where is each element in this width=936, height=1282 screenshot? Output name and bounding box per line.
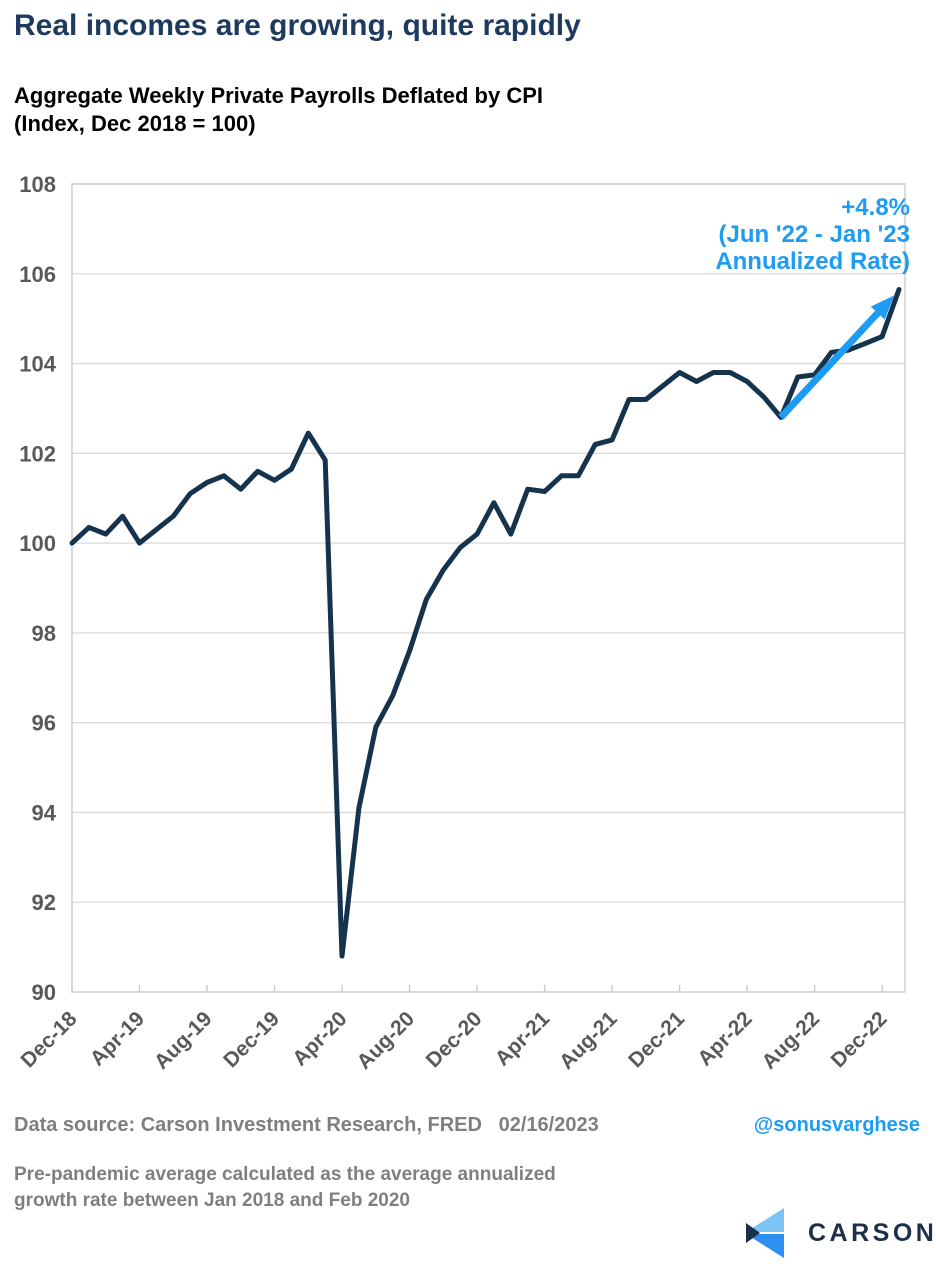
methodology-note-line1: Pre-pandemic average calculated as the a… <box>14 1164 556 1185</box>
svg-text:Aug-22: Aug-22 <box>758 1007 825 1074</box>
y-axis-labels: 90 92 94 96 98 100 102 104 106 108 <box>19 172 56 1005</box>
svg-text:Dec-19: Dec-19 <box>219 1007 284 1072</box>
svg-text:Apr-19: Apr-19 <box>86 1007 149 1070</box>
x-tick-marks <box>71 985 883 992</box>
payrolls-line-series <box>69 287 902 959</box>
svg-text:108: 108 <box>19 172 56 197</box>
growth-annotation-period: (Jun '22 - Jan '23 <box>718 221 910 248</box>
svg-text:Dec-20: Dec-20 <box>422 1007 487 1072</box>
svg-text:Dec-21: Dec-21 <box>624 1007 689 1072</box>
logo-triangle-navy <box>746 1223 760 1243</box>
svg-text:94: 94 <box>32 800 57 825</box>
chart-subtitle-line1: Aggregate Weekly Private Payrolls Deflat… <box>14 83 544 108</box>
logo-triangle-top <box>746 1208 784 1232</box>
svg-text:92: 92 <box>32 890 56 915</box>
svg-text:Dec-18: Dec-18 <box>17 1007 82 1072</box>
svg-text:Apr-22: Apr-22 <box>693 1007 756 1070</box>
page-title: Real incomes are growing, quite rapidly <box>14 9 581 42</box>
svg-text:102: 102 <box>19 441 56 466</box>
svg-text:96: 96 <box>32 711 56 736</box>
svg-text:98: 98 <box>32 621 56 646</box>
svg-text:Aug-20: Aug-20 <box>352 1007 419 1074</box>
methodology-note-line2: growth rate between Jan 2018 and Feb 202… <box>14 1190 410 1211</box>
growth-arrow-shaft <box>778 307 883 420</box>
growth-annotation-rate: +4.8% <box>841 194 910 221</box>
svg-text:Aug-21: Aug-21 <box>555 1007 622 1074</box>
chart-subtitle-line2: (Index, Dec 2018 = 100) <box>14 111 256 136</box>
growth-annotation-period2: Annualized Rate) <box>715 248 910 275</box>
twitter-handle: @sonusvarghese <box>753 1114 920 1136</box>
chart-subtitle: Aggregate Weekly Private Payrolls Deflat… <box>14 82 543 138</box>
svg-text:106: 106 <box>19 262 56 287</box>
growth-arrow-head <box>870 295 895 320</box>
svg-text:Dec-22: Dec-22 <box>827 1007 892 1072</box>
carson-logo-icon <box>746 1208 784 1258</box>
plot-border <box>71 183 906 993</box>
carson-logo: CARSON <box>744 1206 936 1260</box>
x-axis-labels: Dec-18 Apr-19 Aug-19 Dec-19 Apr-20 Aug-20 Dec-… <box>17 1007 892 1074</box>
svg-text:104: 104 <box>19 352 56 377</box>
carson-logo-text: CARSON <box>808 1218 936 1247</box>
svg-text:Aug-19: Aug-19 <box>150 1007 217 1074</box>
logo-triangle-bottom <box>746 1234 784 1258</box>
svg-text:Apr-21: Apr-21 <box>491 1007 555 1071</box>
growth-annotation: +4.8% (Jun '22 - Jan '23 Annualized Rate… <box>715 194 910 275</box>
data-source: Data source: Carson Investment Research,… <box>14 1114 599 1136</box>
methodology-note: Pre-pandemic average calculated as the a… <box>14 1162 556 1214</box>
gridlines <box>72 183 905 903</box>
svg-text:Apr-20: Apr-20 <box>288 1007 351 1070</box>
svg-text:90: 90 <box>32 980 56 1005</box>
svg-text:100: 100 <box>19 531 56 556</box>
